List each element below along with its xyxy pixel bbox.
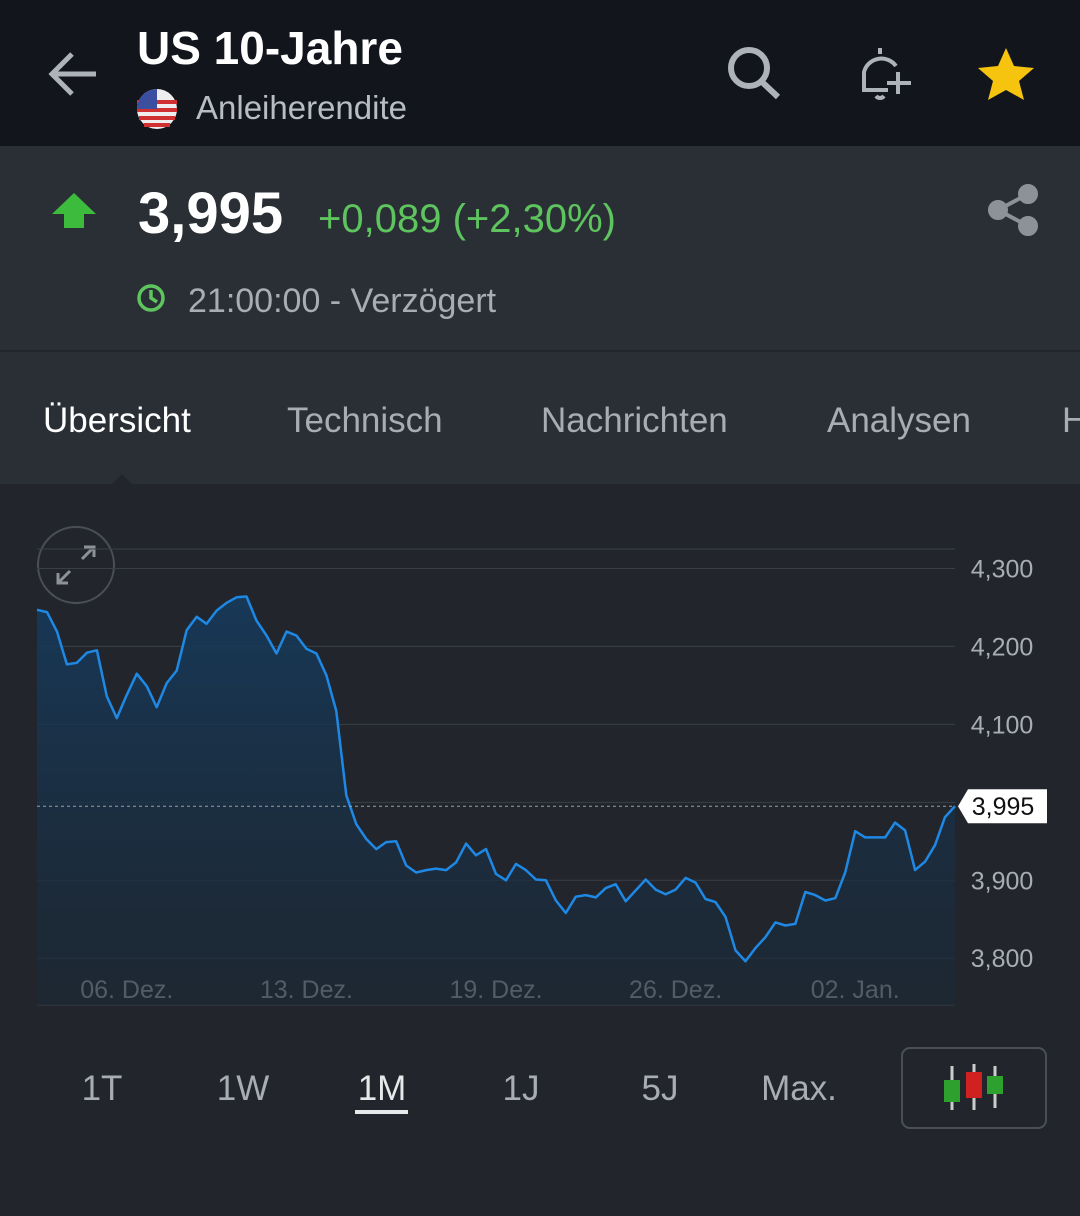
period-button[interactable]: 1M [358,1069,407,1108]
tab-bar [0,352,1080,484]
share-button[interactable] [988,184,1038,236]
y-tick-label: 4,100 [971,711,1034,739]
quote-time: 21:00:00 - Verzögert [188,282,497,320]
period-button[interactable]: 1J [503,1069,540,1108]
tab[interactable]: H [1062,401,1080,440]
price-change: +0,089 (+2,30%) [318,197,616,241]
up-arrow [52,193,96,228]
quote-panel [0,146,1080,350]
periods: 1T 1W 1M 1J 5J Max. [82,1069,837,1114]
y-tick-label: 4,300 [971,555,1034,583]
clock-icon [137,284,165,312]
line [36,595,956,963]
chart-type-button[interactable] [901,1047,1047,1129]
current-value-label: 3,995 [972,793,1035,821]
subtitle: Anleiherendite [196,89,407,126]
y-tick-label: 3,800 [971,945,1034,973]
period-button[interactable]: 5J [642,1069,679,1108]
search-button[interactable] [728,47,781,100]
alert-button[interactable] [862,48,911,100]
tab[interactable]: Übersicht [43,401,191,440]
tab[interactable]: Analysen [827,401,971,440]
back-button[interactable] [48,52,96,96]
period-button[interactable]: 1W [217,1069,270,1108]
period-underline [355,1110,408,1114]
tabs: Übersicht Technisch Nachrichten Analysen H [43,401,1080,440]
price: 3,995 [138,181,283,246]
y-tick-label: 4,200 [971,633,1034,661]
tab[interactable]: Technisch [287,401,443,440]
y-tick-label: 3,900 [971,867,1034,895]
area [37,596,955,1005]
period-button[interactable]: 1T [82,1069,123,1108]
us-flag [137,89,177,129]
period-button[interactable]: Max. [761,1069,837,1108]
current-value-badge [958,789,1047,824]
tab-indicator [112,474,132,484]
expand-button[interactable] [37,526,115,604]
tab[interactable]: Nachrichten [541,401,728,440]
favorite-button[interactable] [978,48,1034,100]
title: US 10-Jahre [137,22,403,74]
